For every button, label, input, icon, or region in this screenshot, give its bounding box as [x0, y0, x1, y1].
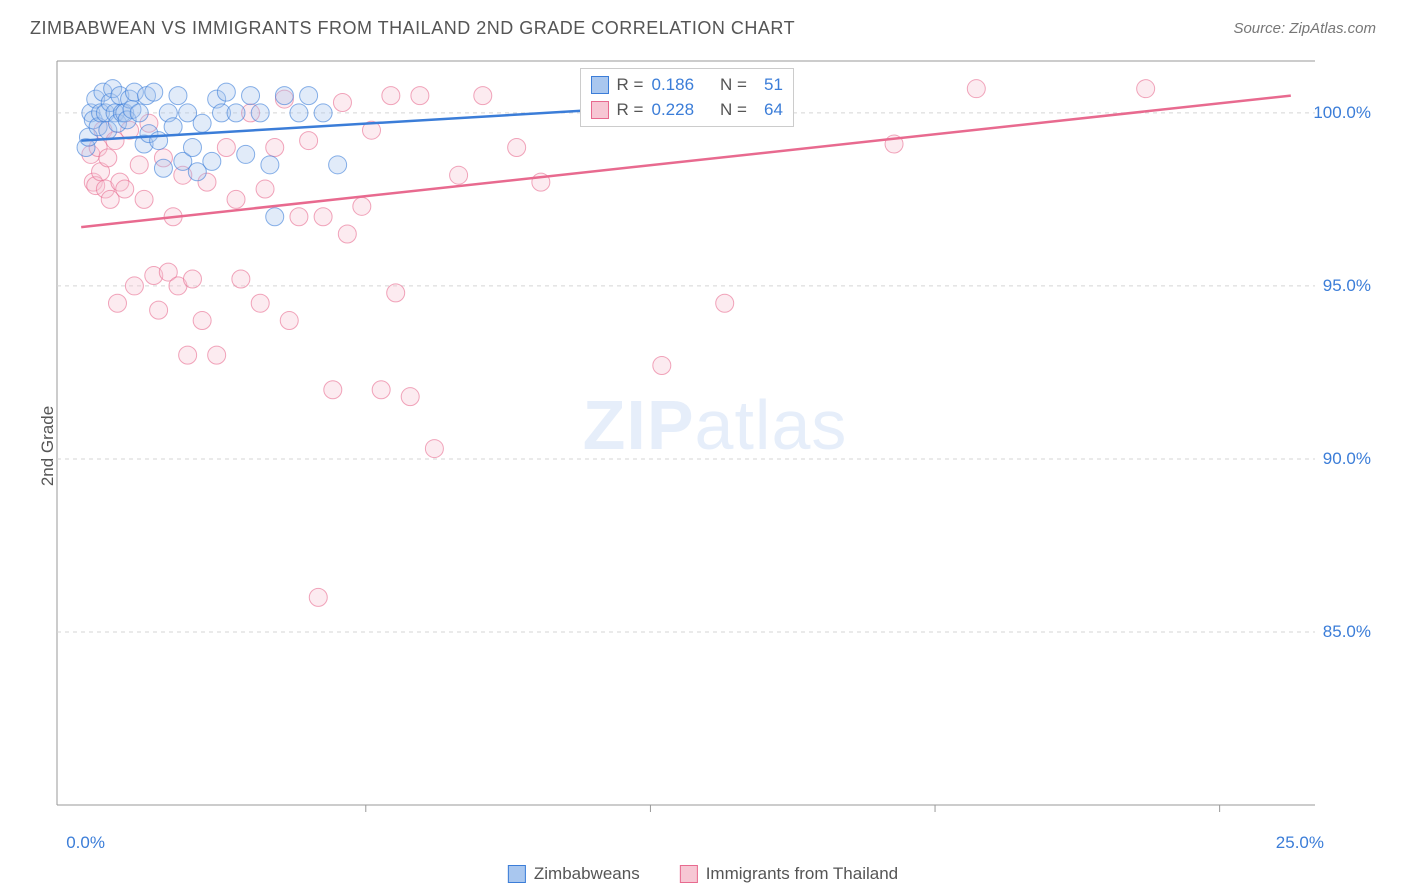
legend-swatch	[591, 101, 609, 119]
chart-title: ZIMBABWEAN VS IMMIGRANTS FROM THAILAND 2…	[30, 18, 795, 39]
r-label: R =	[617, 97, 644, 123]
source-attribution: Source: ZipAtlas.com	[1233, 20, 1376, 37]
legend-item: Immigrants from Thailand	[680, 864, 898, 884]
bottom-legend: Zimbabweans Immigrants from Thailand	[508, 864, 898, 884]
n-value: 64	[755, 97, 783, 123]
y-tick-label: 100.0%	[1313, 103, 1371, 123]
legend-swatch	[508, 865, 526, 883]
r-value: 0.186	[651, 72, 694, 98]
legend-stats-row: R = 0.186 N = 51	[591, 72, 783, 98]
n-value: 51	[755, 72, 783, 98]
legend-stats-box: R = 0.186 N = 51 R = 0.228 N = 64	[580, 68, 794, 127]
x-tick-label: 0.0%	[66, 833, 105, 853]
x-tick-label: 25.0%	[1276, 833, 1324, 853]
n-label: N =	[720, 97, 747, 123]
legend-swatch	[680, 865, 698, 883]
legend-item: Zimbabweans	[508, 864, 640, 884]
y-tick-label: 90.0%	[1323, 449, 1371, 469]
legend-stats-row: R = 0.228 N = 64	[591, 97, 783, 123]
r-value: 0.228	[651, 97, 694, 123]
chart-container: ZIPatlas R =0.186N =51R =0.228N =64 100.…	[55, 55, 1375, 825]
legend-swatch	[591, 76, 609, 94]
y-tick-label: 85.0%	[1323, 622, 1371, 642]
legend-label: Immigrants from Thailand	[706, 864, 898, 884]
legend-label: Zimbabweans	[534, 864, 640, 884]
y-tick-label: 95.0%	[1323, 276, 1371, 296]
scatter-plot	[55, 55, 1375, 825]
n-label: N =	[720, 72, 747, 98]
r-label: R =	[617, 72, 644, 98]
